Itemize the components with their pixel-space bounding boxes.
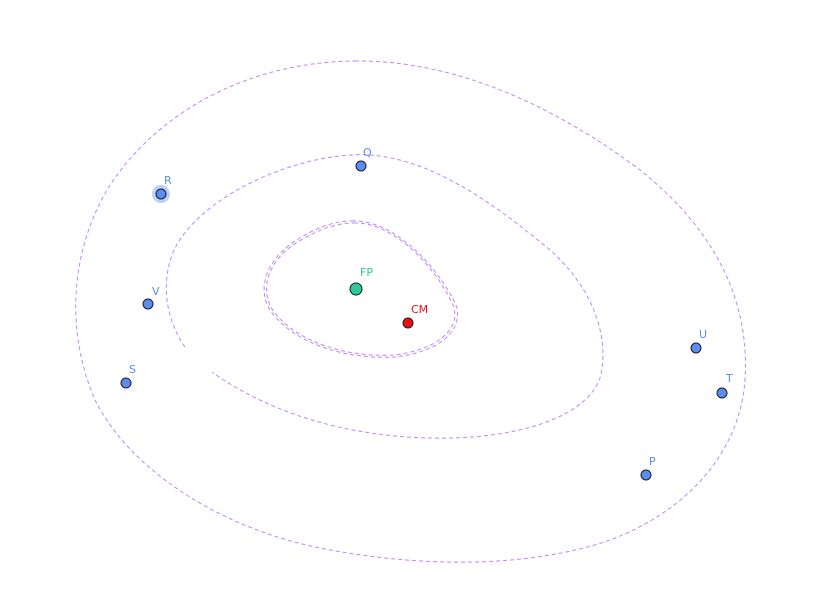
point-s[interactable] <box>120 377 132 389</box>
point-fp-label: FP <box>360 266 373 279</box>
point-u-label: U <box>699 328 707 341</box>
point-p-label: P <box>649 455 656 468</box>
point-v-label: V <box>152 285 160 298</box>
point-p[interactable] <box>640 469 652 481</box>
point-t-label: T <box>725 372 733 385</box>
point-t[interactable] <box>716 387 728 399</box>
point-fp[interactable] <box>349 282 363 296</box>
point-u[interactable] <box>690 342 702 354</box>
point-r-label: R <box>164 174 172 187</box>
middle-contour <box>165 154 604 439</box>
point-cm-label: CM <box>411 303 428 316</box>
inner-contour-a <box>263 220 458 358</box>
point-r[interactable] <box>155 188 167 200</box>
outer-contour <box>75 60 746 563</box>
point-s-label: S <box>129 363 136 376</box>
inner-contour-b <box>266 222 456 356</box>
point-q-label: Q <box>363 146 372 159</box>
point-v[interactable] <box>142 298 154 310</box>
point-q[interactable] <box>355 160 367 172</box>
point-cm[interactable] <box>402 317 414 329</box>
